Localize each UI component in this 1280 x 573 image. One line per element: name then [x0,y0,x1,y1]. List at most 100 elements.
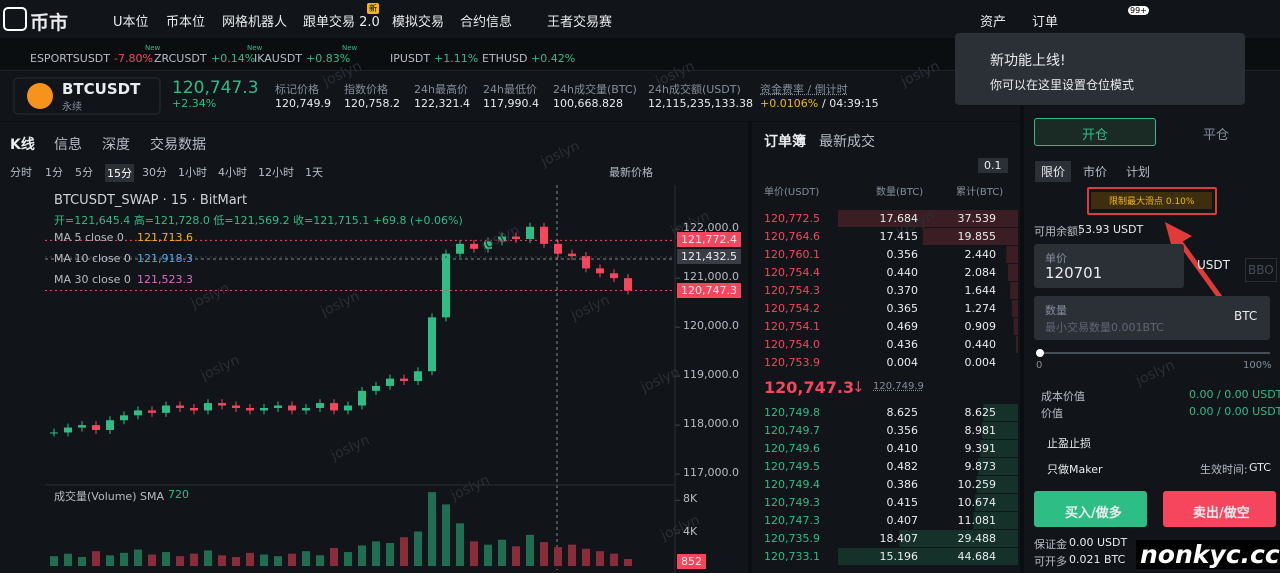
nav-item[interactable]: U本位 [113,11,149,30]
order-type[interactable]: 计划 [1126,163,1150,180]
ob-header: 累计(BTC) [956,183,1003,198]
nav-assets[interactable]: 资产 [980,11,1006,30]
interval[interactable]: 30分 [142,164,167,180]
volume-bar [624,559,632,566]
new-tag: New [247,44,262,52]
order-type[interactable]: 限价 [1035,161,1071,182]
candle [568,254,576,256]
candle [358,391,366,406]
volume-bar [162,552,170,566]
nav-orders[interactable]: 订单 [1032,11,1058,30]
interval[interactable]: 分时 [10,164,32,180]
stat-value: 120,758.2 [344,97,400,110]
ob-last: 120,747.3 [764,378,854,397]
ob-price: 120,764.6 [764,230,820,243]
close-tab[interactable]: 平仓 [1203,124,1229,143]
ma-name: MA 5 close 0 [54,231,124,244]
order-type[interactable]: 市价 [1083,163,1107,180]
depth-bar [1010,282,1018,299]
qty-unit: BTC [1234,309,1257,323]
chart-tab[interactable]: 深度 [102,134,130,154]
ob-cum: 9.873 [936,460,996,473]
interval[interactable]: 1分 [45,164,63,180]
ticker-symbol: ZRCUSDT [154,52,207,65]
ob-price: 120,749.6 [764,442,820,455]
ma-name: MA 10 close 0 [54,252,131,265]
nav-item[interactable]: 网格机器人 [222,11,287,30]
volume-bar [372,541,380,566]
chart-tab[interactable]: 信息 [54,134,82,154]
interval[interactable]: 1天 [305,164,323,180]
volume-bar [610,554,618,566]
stat-label: 24h最高价 [414,81,468,97]
candle [400,379,408,381]
depth-bar [1006,246,1018,263]
nav-badge: 新 [367,3,379,14]
candle [246,408,254,410]
candle [232,406,240,408]
price-tag: 121,432.5 [677,249,741,264]
ob-cum: 29.488 [936,532,996,545]
interval[interactable]: 1小时 [178,164,207,180]
tif-label: 生效时间: [1200,461,1248,477]
volume-bar [512,546,520,566]
funding-label: 资金费率 / 倒计时 [760,81,848,97]
candle [316,403,324,408]
open-tab[interactable]: 开仓 [1082,124,1108,143]
balance: 53.93 USDT [1078,223,1143,236]
ob-qty: 0.436 [858,338,918,351]
qty-placeholder: 最小交易数量0.001BTC [1045,319,1164,335]
symbol-sub: 永续 [62,98,82,113]
volume-bar [540,542,548,566]
site-watermark: nonkyc.cc [1136,540,1280,569]
ticker-change: +0.83% [306,52,350,65]
slider-thumb[interactable] [1036,349,1044,357]
sell-label: 卖出/做空 [1193,502,1250,521]
volume-bar [442,504,450,566]
new-tag: New [342,44,357,52]
ma-value: 121,523.3 [137,273,193,286]
ob-price: 120,735.9 [764,532,820,545]
ob-cum: 8.625 [936,406,996,419]
last-volume: 852 [677,554,706,569]
ob-qty: 0.440 [858,266,918,279]
interval[interactable]: 12小时 [258,164,294,180]
chart-tab[interactable]: 交易数据 [150,134,206,154]
ob-precision: 0.1 [978,158,1008,173]
volume-label: 成交量(Volume) SMA [54,488,164,504]
ma-name: MA 30 close 0 [54,273,131,286]
candle [92,425,100,430]
interval[interactable]: 5分 [75,164,93,180]
candle [78,425,86,427]
chart-tab[interactable]: K线 [10,134,35,154]
candle [456,244,464,254]
slider-max: 100% [1243,360,1272,371]
ob-price: 120,772.5 [764,212,820,225]
popup-text: 你可以在这里设置仓位模式 [990,76,1134,93]
bbo: BBO [1245,258,1277,282]
nav-item[interactable]: 王者交易赛 [547,11,612,30]
ob-price: 120,749.4 [764,478,820,491]
nav-item[interactable]: 合约信息 [460,11,512,30]
depth-bar [1014,318,1018,335]
ob-cum: 0.004 [936,356,996,369]
volume-bar [428,492,436,566]
nav-item[interactable]: 模拟交易 [392,11,444,30]
volume-bar [316,555,324,566]
volume-bar [120,553,128,566]
balance-label: 可用余额: [1034,223,1082,239]
nav-item[interactable]: 币本位 [166,11,205,30]
interval[interactable]: 15分 [105,164,134,182]
maker[interactable]: 只做Maker [1047,461,1103,477]
volume-bar [582,549,590,566]
ob-price: 120,760.1 [764,248,820,261]
interval[interactable]: 4小时 [218,164,247,180]
ob-price: 120,749.7 [764,424,820,437]
price-tag: 120,747.3 [677,283,741,298]
value-label: 价值 [1041,405,1063,421]
tpsl[interactable]: 止盈止损 [1047,435,1091,451]
volume-bar [288,554,296,566]
stat-value: 100,668.828 [553,97,623,110]
ob-cum: 1.644 [936,284,996,297]
y-tick-label: 119,000.0 [683,368,739,381]
